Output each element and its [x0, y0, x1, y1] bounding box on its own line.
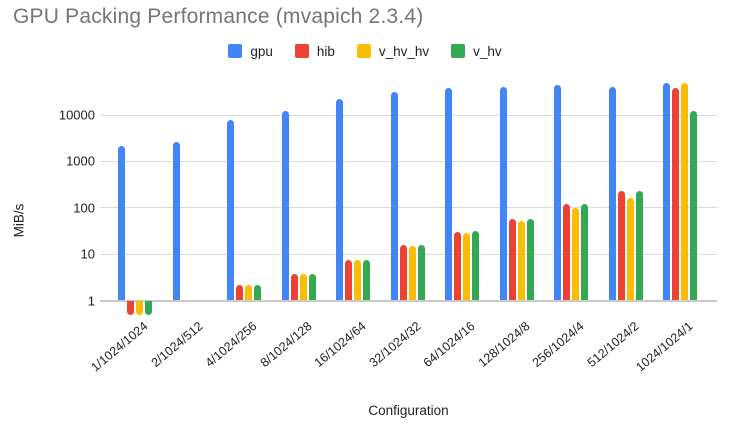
bar-gpu	[499, 86, 507, 301]
gridline	[100, 160, 717, 162]
legend-swatch-icon	[228, 44, 243, 58]
bar-v_hv_hv	[136, 300, 143, 316]
bar-gpu	[608, 86, 616, 301]
x-axis-category-label: 256/1024/4	[530, 319, 587, 370]
y-axis-title-text: MiB/s	[11, 203, 27, 237]
bar-hib	[563, 204, 570, 301]
bar-v_hv_hv	[572, 207, 579, 301]
bar-v_hv	[145, 300, 152, 316]
bar-v_hv_hv	[299, 273, 307, 301]
x-axis-title: Configuration	[368, 403, 449, 418]
bar-gpu	[227, 119, 234, 301]
legend-swatch-icon	[294, 44, 309, 58]
x-axis-category-label: 8/1024/128	[257, 319, 315, 370]
x-axis-category-label: 2/1024/512	[148, 319, 206, 370]
legend-item-hib: hib	[294, 43, 335, 59]
bar-gpu	[554, 84, 561, 301]
bar-v_hv	[363, 259, 370, 301]
gridline	[100, 299, 717, 302]
bar-hib	[672, 87, 679, 301]
bar-hib	[236, 284, 243, 301]
bar-hib	[617, 190, 625, 301]
bar-v_hv	[526, 218, 534, 301]
legend-label: gpu	[250, 43, 273, 59]
bar-hib	[290, 273, 298, 301]
y-axis-tick-label: 1	[87, 293, 95, 308]
bar-hib	[454, 232, 461, 301]
legend-item-v_hv: v_hv	[451, 44, 502, 59]
bar-v_hv	[308, 273, 316, 301]
plot-area	[100, 78, 717, 316]
x-axis-category-label: 4/1024/256	[203, 319, 260, 370]
bar-gpu	[663, 82, 670, 301]
x-axis-category-label: 1024/1024/1	[633, 319, 696, 375]
x-axis-category-label: 16/1024/64	[312, 319, 369, 370]
bar-v_hv	[690, 110, 697, 301]
y-axis-tick-label: 10000	[58, 107, 95, 123]
legend-swatch-icon	[356, 44, 371, 58]
legend-label: v_hv_hv	[378, 43, 430, 59]
y-axis-tick-label: 100	[73, 200, 95, 216]
x-axis-category-label: 64/1024/16	[421, 319, 478, 370]
legend-item-gpu: gpu	[228, 44, 273, 59]
bar-gpu	[336, 99, 343, 301]
gridline	[100, 114, 717, 116]
bar-hib	[508, 218, 516, 301]
x-axis-category-label: 32/1024/32	[366, 319, 424, 370]
bar-v_hv_hv	[626, 197, 634, 301]
bar-v_hv_hv	[517, 220, 525, 301]
legend-swatch-icon	[451, 44, 466, 58]
x-axis-category-label: 1/1024/1024	[88, 319, 151, 375]
y-axis-title: MiB/s	[4, 185, 34, 255]
bar-hib	[127, 300, 134, 316]
bar-v_hv	[635, 191, 643, 301]
bar-gpu	[281, 110, 289, 301]
bar-v_hv	[254, 284, 261, 301]
bar-gpu	[390, 91, 398, 301]
y-axis-tick-label: 10	[80, 246, 95, 262]
legend-label: hib	[316, 43, 335, 59]
legend-label: v_hv	[473, 43, 502, 59]
x-axis-category-label: 128/1024/8	[475, 319, 533, 370]
bar-v_hv_hv	[463, 233, 470, 301]
chart-title: GPU Packing Performance (mvapich 2.3.4)	[13, 5, 424, 28]
bar-v_hv_hv	[245, 284, 252, 301]
bar-v_hv_hv	[681, 82, 688, 301]
bar-gpu	[172, 142, 180, 301]
bar-hib	[345, 259, 352, 301]
gridline	[100, 207, 717, 209]
legend: gpu hib v_hv_hv v_hv	[0, 43, 730, 59]
y-axis-tick-label: 1000	[66, 153, 95, 169]
bar-gpu	[118, 145, 125, 301]
bar-hib	[399, 244, 407, 301]
bar-v_hv	[472, 231, 479, 301]
legend-item-v_hv_hv: v_hv_hv	[356, 43, 430, 59]
bar-v_hv_hv	[354, 260, 361, 301]
bar-v_hv_hv	[408, 245, 416, 301]
bar-v_hv	[417, 244, 425, 301]
bar-v_hv	[581, 204, 588, 301]
bar-gpu	[445, 87, 452, 301]
